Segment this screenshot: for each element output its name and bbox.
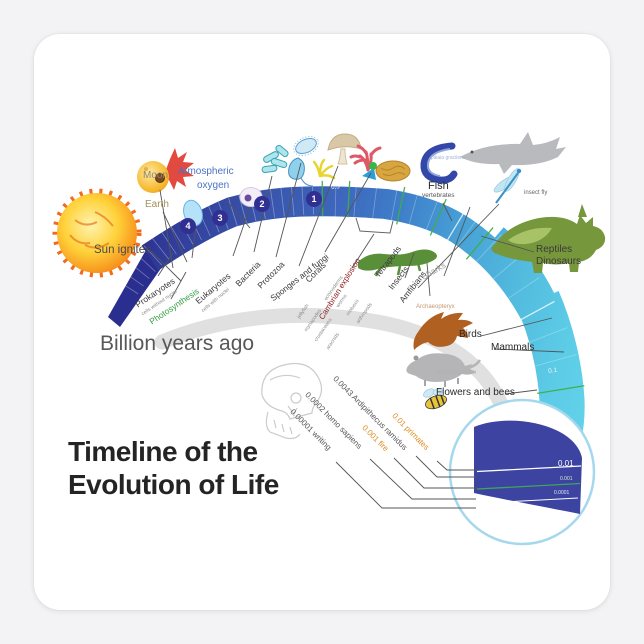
atmospheric-oxygen-label-line2: oxygen — [197, 180, 230, 191]
reptiles-label-line2: Dinosaurs — [536, 256, 582, 267]
sun-illustration — [52, 188, 142, 278]
magnifier-value-0-0001: 0.0001 — [554, 490, 570, 496]
bee-illustration — [423, 388, 447, 410]
sticker-title-line1: Timeline of the — [68, 436, 258, 467]
magnifier-value-0-01: 0.01 — [558, 459, 574, 468]
leader-lines — [150, 162, 565, 509]
arc-number-2: 2 — [254, 196, 270, 212]
mushroom-illustration — [327, 133, 362, 165]
arc-tick-0-5: 0.5 — [331, 184, 340, 191]
mammals-label: Mammals — [491, 342, 535, 353]
morganucodon-illustration — [406, 353, 482, 387]
moon-illustration — [137, 148, 194, 193]
earth-label: Earth — [145, 199, 169, 210]
pikaia-illustration — [420, 142, 458, 184]
sun-ignites-label: Sun ignites — [94, 244, 151, 256]
fish-sublabel: vertebrates — [422, 192, 455, 199]
archaeopteryx-illustration — [413, 312, 473, 350]
arc-number-1: 1 — [306, 191, 322, 207]
bacteria-illustration — [261, 144, 289, 174]
shark-illustration — [460, 132, 566, 174]
protozoa-illustration — [288, 136, 319, 187]
sticker-title-line2: Evolution of Life — [68, 469, 279, 500]
cambrian-bracket — [355, 217, 394, 234]
moon-label: Moon — [143, 170, 169, 181]
arc-number-4: 4 — [180, 218, 196, 234]
sponge-illustration — [312, 158, 336, 180]
dragonfly-illustration — [493, 168, 522, 204]
fish-label: Fish — [428, 180, 449, 192]
magnifier-line-001 — [476, 465, 582, 473]
atmospheric-oxygen-label-line1: Atmospheric — [178, 166, 234, 177]
morganucodon-label: Morganucodon — [436, 370, 477, 376]
arc-start-tip — [108, 250, 164, 327]
skull-illustration — [261, 362, 323, 440]
lizard-illustration — [358, 249, 437, 277]
arc-number-3: 3 — [212, 210, 228, 226]
magnifier-wedge — [474, 420, 582, 514]
magnifier-value-0-001: 0.001 — [560, 476, 573, 482]
brain-coral-illustration — [375, 160, 411, 182]
reptiles-label-line1: Reptiles — [536, 244, 573, 255]
pikaia-label: pikaia gracilens — [431, 155, 466, 161]
flowers-and-bees-label: Flowers and bees — [436, 387, 515, 398]
magnifier-line-0001 — [476, 482, 581, 490]
magnifier-line-00001 — [475, 497, 579, 504]
magnifier-circle-outline — [448, 398, 596, 546]
dinosaur-illustration — [491, 204, 606, 273]
birds-label: Birds — [459, 329, 482, 340]
arc-tick-0-1: 0.1 — [547, 366, 558, 375]
coral-illustration — [349, 144, 382, 180]
axis-label: Billion years ago — [100, 332, 255, 355]
magnifier — [448, 398, 596, 546]
archaeopteryx-label: Archaeopteryx — [416, 304, 455, 310]
insect-fly-label: insect fly — [524, 190, 548, 196]
